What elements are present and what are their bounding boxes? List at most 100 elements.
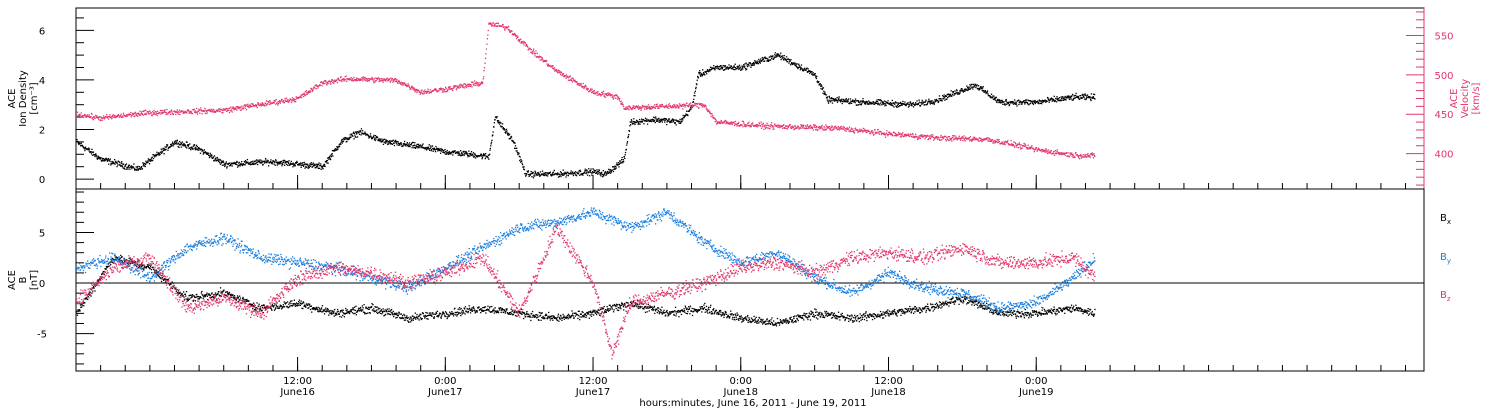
- ion-density-series-point: [1018, 102, 1020, 104]
- ion-density-series-point: [412, 141, 414, 144]
- velocity-series-point: [1026, 147, 1028, 149]
- ion-density-series-point: [461, 151, 463, 154]
- velocity-series-point: [931, 135, 933, 138]
- ion-density-series-point: [834, 100, 836, 102]
- ion-density-series-point: [176, 140, 178, 142]
- velocity-series-point: [997, 141, 1000, 143]
- velocity-series-point: [703, 106, 705, 108]
- ion-density-series-point: [851, 102, 853, 104]
- velocity-series-point: [530, 51, 532, 54]
- velocity-series-point: [307, 92, 309, 94]
- ion-density-series-point: [957, 92, 959, 94]
- velocity-series-point: [901, 134, 903, 136]
- ion-density-series-point: [962, 90, 964, 92]
- velocity-series-point: [155, 111, 157, 113]
- ion-density-series-point: [1043, 100, 1045, 102]
- velocity-series-point: [302, 95, 305, 98]
- ion-density-series-point: [655, 120, 658, 122]
- velocity-series-point: [547, 63, 550, 65]
- velocity-series-point: [911, 133, 914, 135]
- ion-density-series-point: [908, 105, 910, 107]
- velocity-series-point: [342, 78, 344, 80]
- ion-density-series-point: [654, 117, 656, 119]
- velocity-series-point: [620, 103, 622, 105]
- velocity-series-point: [646, 107, 648, 109]
- ion-density-series-point: [673, 119, 675, 121]
- ion-density-series-point: [447, 152, 449, 154]
- ion-density-series-point: [465, 151, 468, 153]
- velocity-series-point: [557, 71, 559, 73]
- ion-density-series-point: [452, 154, 454, 156]
- velocity-series-point: [354, 79, 357, 81]
- velocity-series-point: [200, 109, 202, 111]
- velocity-series-point: [193, 108, 195, 111]
- velocity-series-point: [821, 124, 823, 127]
- ion-density-series-point: [679, 120, 681, 123]
- velocity-series-point: [624, 108, 626, 110]
- bx-series-point: [101, 273, 103, 275]
- ion-density-series-point: [221, 161, 223, 164]
- velocity-series-point: [1083, 154, 1085, 156]
- velocity-series-point: [356, 77, 358, 79]
- ion-density-series-point: [440, 150, 443, 152]
- ion-density-series-point: [543, 174, 546, 177]
- velocity-series-point: [172, 112, 174, 115]
- ion-density-series-point: [996, 99, 998, 102]
- ion-density-series-point: [394, 141, 396, 143]
- velocity-series-point: [215, 110, 217, 113]
- ion-density-series-point: [496, 120, 499, 122]
- ion-density-series-point: [877, 103, 879, 106]
- ion-density-series-point: [982, 86, 984, 88]
- velocity-series-point: [653, 106, 655, 108]
- ion-density-series-point: [464, 151, 466, 153]
- velocity-series-point: [1091, 152, 1093, 154]
- velocity-series-point: [1033, 148, 1035, 150]
- ion-density-series-point: [458, 151, 460, 153]
- velocity-series-point: [262, 104, 264, 106]
- ion-density-series-point: [587, 171, 589, 173]
- ion-density-series-point: [255, 163, 257, 165]
- ion-density-series-point: [356, 133, 358, 135]
- ion-density-series-point: [390, 143, 392, 145]
- velocity-series-point: [719, 121, 721, 123]
- velocity-series-point: [210, 111, 212, 113]
- ion-density-series-point: [598, 169, 600, 171]
- ion-density-series-point: [980, 87, 982, 90]
- velocity-series-point: [416, 91, 418, 94]
- velocity-series-point: [546, 63, 548, 65]
- velocity-series-point: [374, 80, 376, 82]
- velocity-series-point: [264, 102, 267, 105]
- velocity-series-point: [532, 53, 534, 55]
- ion-density-series-point: [877, 102, 879, 104]
- ion-density-series-point: [936, 98, 938, 101]
- velocity-series-point: [168, 111, 170, 113]
- ion-density-series-point: [896, 106, 898, 108]
- ion-density-series-point: [668, 118, 670, 120]
- ion-density-series-point: [818, 81, 820, 83]
- ion-density-series-point: [564, 171, 566, 173]
- velocity-series-point: [171, 111, 173, 113]
- ion-density-series-point: [186, 144, 189, 147]
- velocity-series-point: [621, 104, 623, 106]
- ion-density-series-point: [470, 152, 472, 155]
- velocity-series-point: [179, 113, 181, 116]
- velocity-series-point: [246, 104, 248, 106]
- velocity-series-point: [963, 139, 965, 141]
- ion-density-series-point: [690, 105, 692, 107]
- ion-density-series-point: [163, 149, 165, 152]
- velocity-series-point: [884, 136, 887, 138]
- velocity-series-point: [528, 47, 531, 49]
- velocity-series-point: [83, 115, 86, 117]
- velocity-series-point: [390, 77, 392, 79]
- ion-density-series-point: [738, 67, 740, 70]
- ion-density-series-point: [128, 167, 130, 169]
- ion-density-series-point: [546, 172, 548, 174]
- ion-density-series-point: [258, 161, 260, 163]
- ion-density-series-point: [690, 108, 692, 110]
- velocity-series-point: [677, 104, 679, 106]
- ion-density-series-point: [892, 105, 894, 107]
- ion-density-series-point: [470, 151, 473, 153]
- ion-density-series-point: [438, 148, 440, 151]
- velocity-series-point: [476, 83, 478, 86]
- velocity-series-point: [864, 128, 866, 130]
